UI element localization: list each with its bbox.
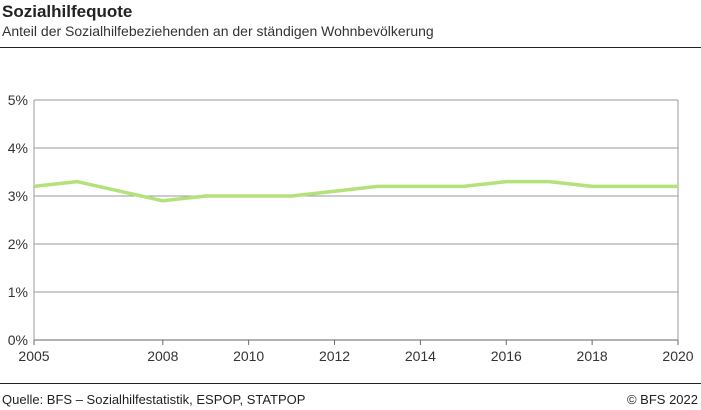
copyright: © BFS 2022	[626, 392, 698, 407]
y-tick-label: 0%	[8, 332, 28, 348]
x-tick-label: 2020	[662, 348, 693, 364]
x-tick-label: 2016	[491, 348, 522, 364]
x-tick-label: 2014	[405, 348, 436, 364]
footer-divider	[0, 383, 701, 384]
chart-subtitle: Anteil der Sozialhilfebeziehenden an der…	[2, 23, 434, 39]
y-tick-label: 4%	[8, 140, 28, 156]
y-tick-label: 1%	[8, 284, 28, 300]
x-tick-label: 2018	[577, 348, 608, 364]
x-tick-label: 2008	[147, 348, 178, 364]
y-tick-label: 5%	[8, 92, 28, 108]
x-tick-label: 2010	[233, 348, 264, 364]
header-divider	[0, 47, 701, 48]
y-tick-label: 3%	[8, 188, 28, 204]
x-tick-label: 2012	[319, 348, 350, 364]
y-tick-label: 2%	[8, 236, 28, 252]
line-chart: 0% 1% 2% 3% 4% 5% 2005 2008 2010 2012 2014 2016 2018…	[8, 92, 694, 364]
x-tick-label: 2005	[18, 348, 49, 364]
series-line	[33, 179, 678, 203]
chart-title: Sozialhilfequote	[2, 2, 133, 21]
source-note: Quelle: BFS – Sozialhilfestatistik, ESPO…	[2, 392, 306, 407]
